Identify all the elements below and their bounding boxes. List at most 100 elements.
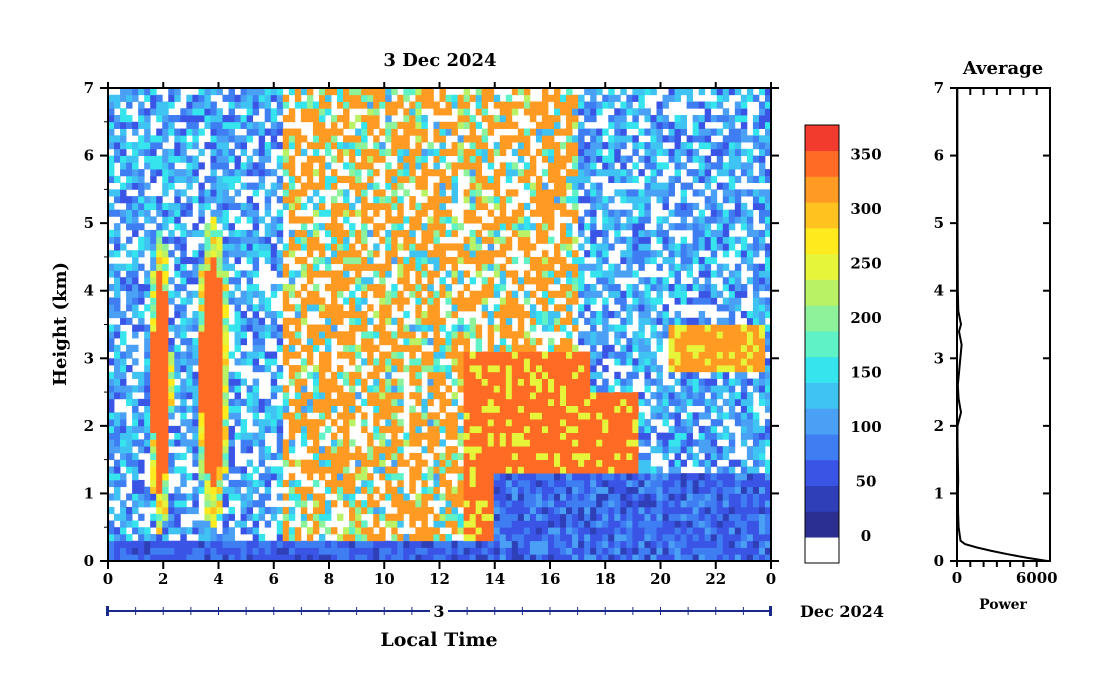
heatmap-cell — [403, 331, 410, 339]
heatmap-cell — [318, 128, 326, 136]
heatmap-cell — [318, 338, 326, 346]
heatmap-cell — [541, 439, 549, 447]
heatmap-cell — [162, 256, 169, 265]
heatmap-cell — [584, 283, 591, 292]
heatmap-cell — [192, 142, 199, 150]
heatmap-cell — [132, 283, 139, 292]
heatmap-cell — [535, 392, 543, 400]
heatmap-cell — [608, 520, 615, 528]
heatmap-cell — [156, 547, 163, 555]
heatmap-cell — [312, 283, 320, 292]
heatmap-cell — [324, 554, 332, 562]
heatmap-cell — [222, 256, 229, 265]
heatmap-cell — [662, 513, 669, 521]
heatmap-cell — [288, 473, 296, 481]
heatmap-cell — [547, 155, 555, 163]
heatmap-cell — [120, 338, 127, 346]
heatmap-cell — [463, 338, 471, 346]
heatmap-cell — [126, 236, 133, 244]
heatmap-cell — [457, 439, 465, 447]
heatmap-cell — [481, 351, 489, 359]
heatmap-cell — [174, 405, 181, 413]
heatmap-cell — [373, 398, 380, 406]
heatmap-cell — [638, 317, 645, 325]
heatmap-cell — [343, 263, 350, 271]
heatmap-cell — [385, 101, 392, 109]
heatmap-cell — [276, 506, 284, 515]
heatmap-cell — [204, 398, 211, 406]
heatmap-cell — [367, 155, 374, 163]
heatmap-cell — [198, 290, 205, 298]
heatmap-cell — [120, 425, 127, 434]
heatmap-cell — [493, 121, 501, 129]
heatmap-cell — [288, 115, 296, 123]
heatmap-cell — [192, 554, 199, 562]
heatmap-cell — [445, 493, 452, 501]
heatmap-cell — [355, 540, 362, 548]
heatmap-cell — [529, 196, 537, 204]
heatmap-cell — [318, 223, 326, 231]
heatmap-cell — [306, 547, 314, 555]
heatmap-cell — [560, 196, 567, 204]
heatmap-cell — [451, 378, 458, 386]
heatmap-cell — [168, 88, 175, 96]
heatmap-cell — [276, 432, 284, 440]
heatmap-cell — [397, 439, 404, 447]
heatmap-cell — [469, 439, 477, 447]
heatmap-cell — [560, 459, 567, 467]
heatmap-cell — [523, 452, 531, 461]
heatmap-cell — [300, 358, 308, 366]
heatmap-cell — [150, 486, 157, 494]
heatmap-cell — [138, 250, 145, 258]
heatmap-cell — [535, 338, 543, 346]
heatmap-cell — [120, 182, 127, 190]
heatmap-cell — [451, 351, 458, 359]
heatmap-cell — [132, 263, 139, 271]
heatmap-cell — [312, 419, 320, 427]
heatmap-cell — [481, 310, 489, 319]
heatmap-cell — [445, 554, 452, 562]
heatmap-cell — [547, 506, 555, 515]
heatmap-cell — [626, 493, 633, 501]
heatmap-cell — [222, 540, 229, 548]
heatmap-cell — [481, 263, 489, 271]
heatmap-cell — [614, 479, 621, 488]
heatmap-cell — [566, 493, 573, 501]
heatmap-cell — [608, 385, 615, 393]
heatmap-cell — [475, 182, 483, 190]
heatmap-cell — [120, 121, 127, 129]
heatmap-cell — [469, 371, 477, 379]
heatmap-cell — [361, 290, 368, 298]
heatmap-cell — [584, 479, 591, 488]
heatmap-cell — [108, 142, 115, 150]
heatmap-cell — [204, 459, 211, 467]
heatmap-cell — [650, 155, 657, 163]
heatmap-cell — [451, 500, 458, 508]
heatmap-cell — [264, 540, 272, 548]
heatmap-cell — [240, 290, 248, 298]
heatmap-cell — [541, 304, 549, 312]
heatmap-cell — [324, 324, 332, 332]
heatmap-cell — [258, 155, 266, 163]
heatmap-cell — [222, 162, 229, 170]
heatmap-cell — [210, 101, 217, 109]
heatmap-cell — [433, 452, 440, 461]
heatmap-cell — [547, 432, 555, 440]
heatmap-cell — [180, 412, 187, 420]
heatmap-cell — [590, 94, 597, 102]
heatmap-cell — [662, 473, 669, 481]
heatmap-cell — [541, 513, 549, 521]
heatmap-cell — [451, 223, 458, 231]
heatmap-cell — [216, 115, 223, 123]
heatmap-cell — [578, 155, 585, 163]
heatmap-cell — [481, 540, 489, 548]
heatmap-cell — [572, 121, 579, 129]
heatmap-cell — [650, 283, 657, 292]
heatmap-cell — [391, 108, 398, 116]
heatmap-cell — [156, 263, 163, 271]
heatmap-cell — [373, 547, 380, 555]
heatmap-cell — [198, 94, 205, 102]
heatmap-cell — [300, 243, 308, 251]
heatmap-cell — [349, 520, 356, 528]
heatmap-cell — [252, 486, 260, 494]
